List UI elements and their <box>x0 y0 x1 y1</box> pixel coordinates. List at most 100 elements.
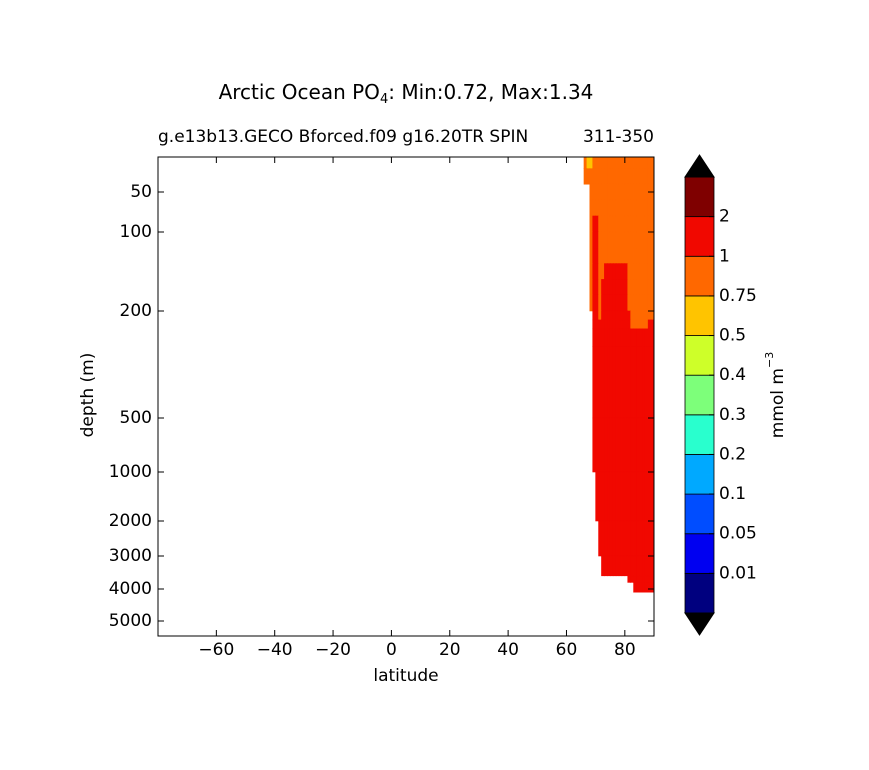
contour-cell <box>642 575 646 583</box>
contour-cell <box>630 279 634 296</box>
contour-cell <box>639 279 643 296</box>
contour-cell <box>598 471 602 522</box>
contour-cell <box>624 555 629 577</box>
contour-cell <box>609 247 614 264</box>
y-axis-label: depth (m) <box>78 353 98 438</box>
contour-cell <box>592 279 596 296</box>
colorbar-tick-label: 0.5 <box>719 326 746 346</box>
contour-cell <box>627 279 631 296</box>
colorbar-tick-label: 0.75 <box>719 286 757 306</box>
contour-cell <box>633 199 637 217</box>
contour-cell <box>607 294 611 312</box>
contour-cell <box>607 183 611 201</box>
contour-cell <box>598 247 602 264</box>
colorbar-segment <box>684 295 715 336</box>
contour-cell <box>639 263 643 280</box>
contour-cell <box>607 156 611 169</box>
x-tick-label: 0 <box>386 640 397 660</box>
contour-cell <box>647 231 652 249</box>
contour-cell <box>612 168 617 185</box>
contour-cell <box>639 215 643 233</box>
contour-cell <box>647 294 652 312</box>
contour-cell <box>624 328 629 347</box>
contour-cell <box>627 199 631 217</box>
contour-cell <box>630 346 634 419</box>
contour-cell <box>624 294 629 312</box>
contour-cell <box>601 215 605 233</box>
contour-cell <box>598 294 602 312</box>
subtitle-right: 311-350 <box>583 127 654 147</box>
contour-cell <box>644 231 649 249</box>
contour-cell <box>615 417 620 473</box>
contour-cell <box>592 156 596 169</box>
contour-cell <box>598 199 602 217</box>
contour-cell <box>592 310 596 321</box>
contour-cell <box>609 279 614 296</box>
contour-cell <box>644 555 649 577</box>
contour-cell <box>604 294 608 312</box>
contour-cell <box>633 310 637 321</box>
contour-cell <box>604 183 608 201</box>
contour-cell <box>609 183 614 201</box>
contour-cell <box>589 263 594 280</box>
contour-cell <box>604 319 608 330</box>
contour-cell <box>636 582 640 593</box>
contour-cell <box>647 168 652 185</box>
contour-cell <box>618 247 623 264</box>
contour-cell <box>612 279 617 296</box>
contour-cell <box>615 215 620 233</box>
contour-cell <box>592 328 596 347</box>
contour-cell <box>612 328 617 347</box>
colorbar-segment <box>684 255 715 297</box>
contour-cell <box>647 199 652 217</box>
contour-cell <box>624 168 629 185</box>
contour-cell <box>630 520 634 557</box>
contour-cell <box>595 231 599 249</box>
contour-cell <box>592 215 596 233</box>
contour-cell <box>604 247 608 264</box>
contour-cell <box>615 183 620 201</box>
chart-title: Arctic Ocean PO4: Min:0.72, Max:1.34 <box>219 80 594 107</box>
contour-cell <box>615 168 620 185</box>
contour-cell <box>627 156 631 169</box>
contour-cell <box>627 168 631 185</box>
contour-cell <box>639 319 643 330</box>
contour-cell <box>624 263 629 280</box>
contour-cell <box>618 417 623 473</box>
contour-cell <box>618 310 623 321</box>
contour-cell <box>612 215 617 233</box>
contour-cell <box>642 471 646 522</box>
contour-cell <box>618 555 623 577</box>
contour-cell <box>595 168 599 185</box>
contour-cell <box>618 471 623 522</box>
contour-cell <box>647 417 652 473</box>
contour-cell <box>627 215 631 233</box>
contour-cell <box>621 247 626 264</box>
y-tick-label: 50 <box>130 182 152 202</box>
y-tick-label: 1000 <box>109 462 152 482</box>
contour-cell <box>607 215 611 233</box>
contour-cell <box>607 310 611 321</box>
colorbar-tick-label: 0.01 <box>719 563 757 583</box>
contour-cell <box>598 279 602 296</box>
contour-cell <box>624 346 629 419</box>
contour-cell <box>633 183 637 201</box>
contour-cell <box>642 555 646 577</box>
contour-cell <box>647 328 652 347</box>
contour-cell <box>642 156 646 169</box>
contour-cell <box>639 156 643 169</box>
contour-cell <box>604 199 608 217</box>
contour-cell <box>630 575 634 583</box>
contour-cell <box>636 168 640 185</box>
contour-cell <box>621 294 626 312</box>
contour-cell <box>627 520 631 557</box>
contour-cell <box>636 215 640 233</box>
contour-cell <box>627 263 631 280</box>
contour-cell <box>633 575 637 583</box>
contour-cell <box>589 156 594 169</box>
contour-cell <box>627 183 631 201</box>
colorbar-tick-label: 0.3 <box>719 405 746 425</box>
contour-cell <box>621 168 626 185</box>
contour-cell <box>601 520 605 557</box>
contour-cell <box>598 346 602 419</box>
